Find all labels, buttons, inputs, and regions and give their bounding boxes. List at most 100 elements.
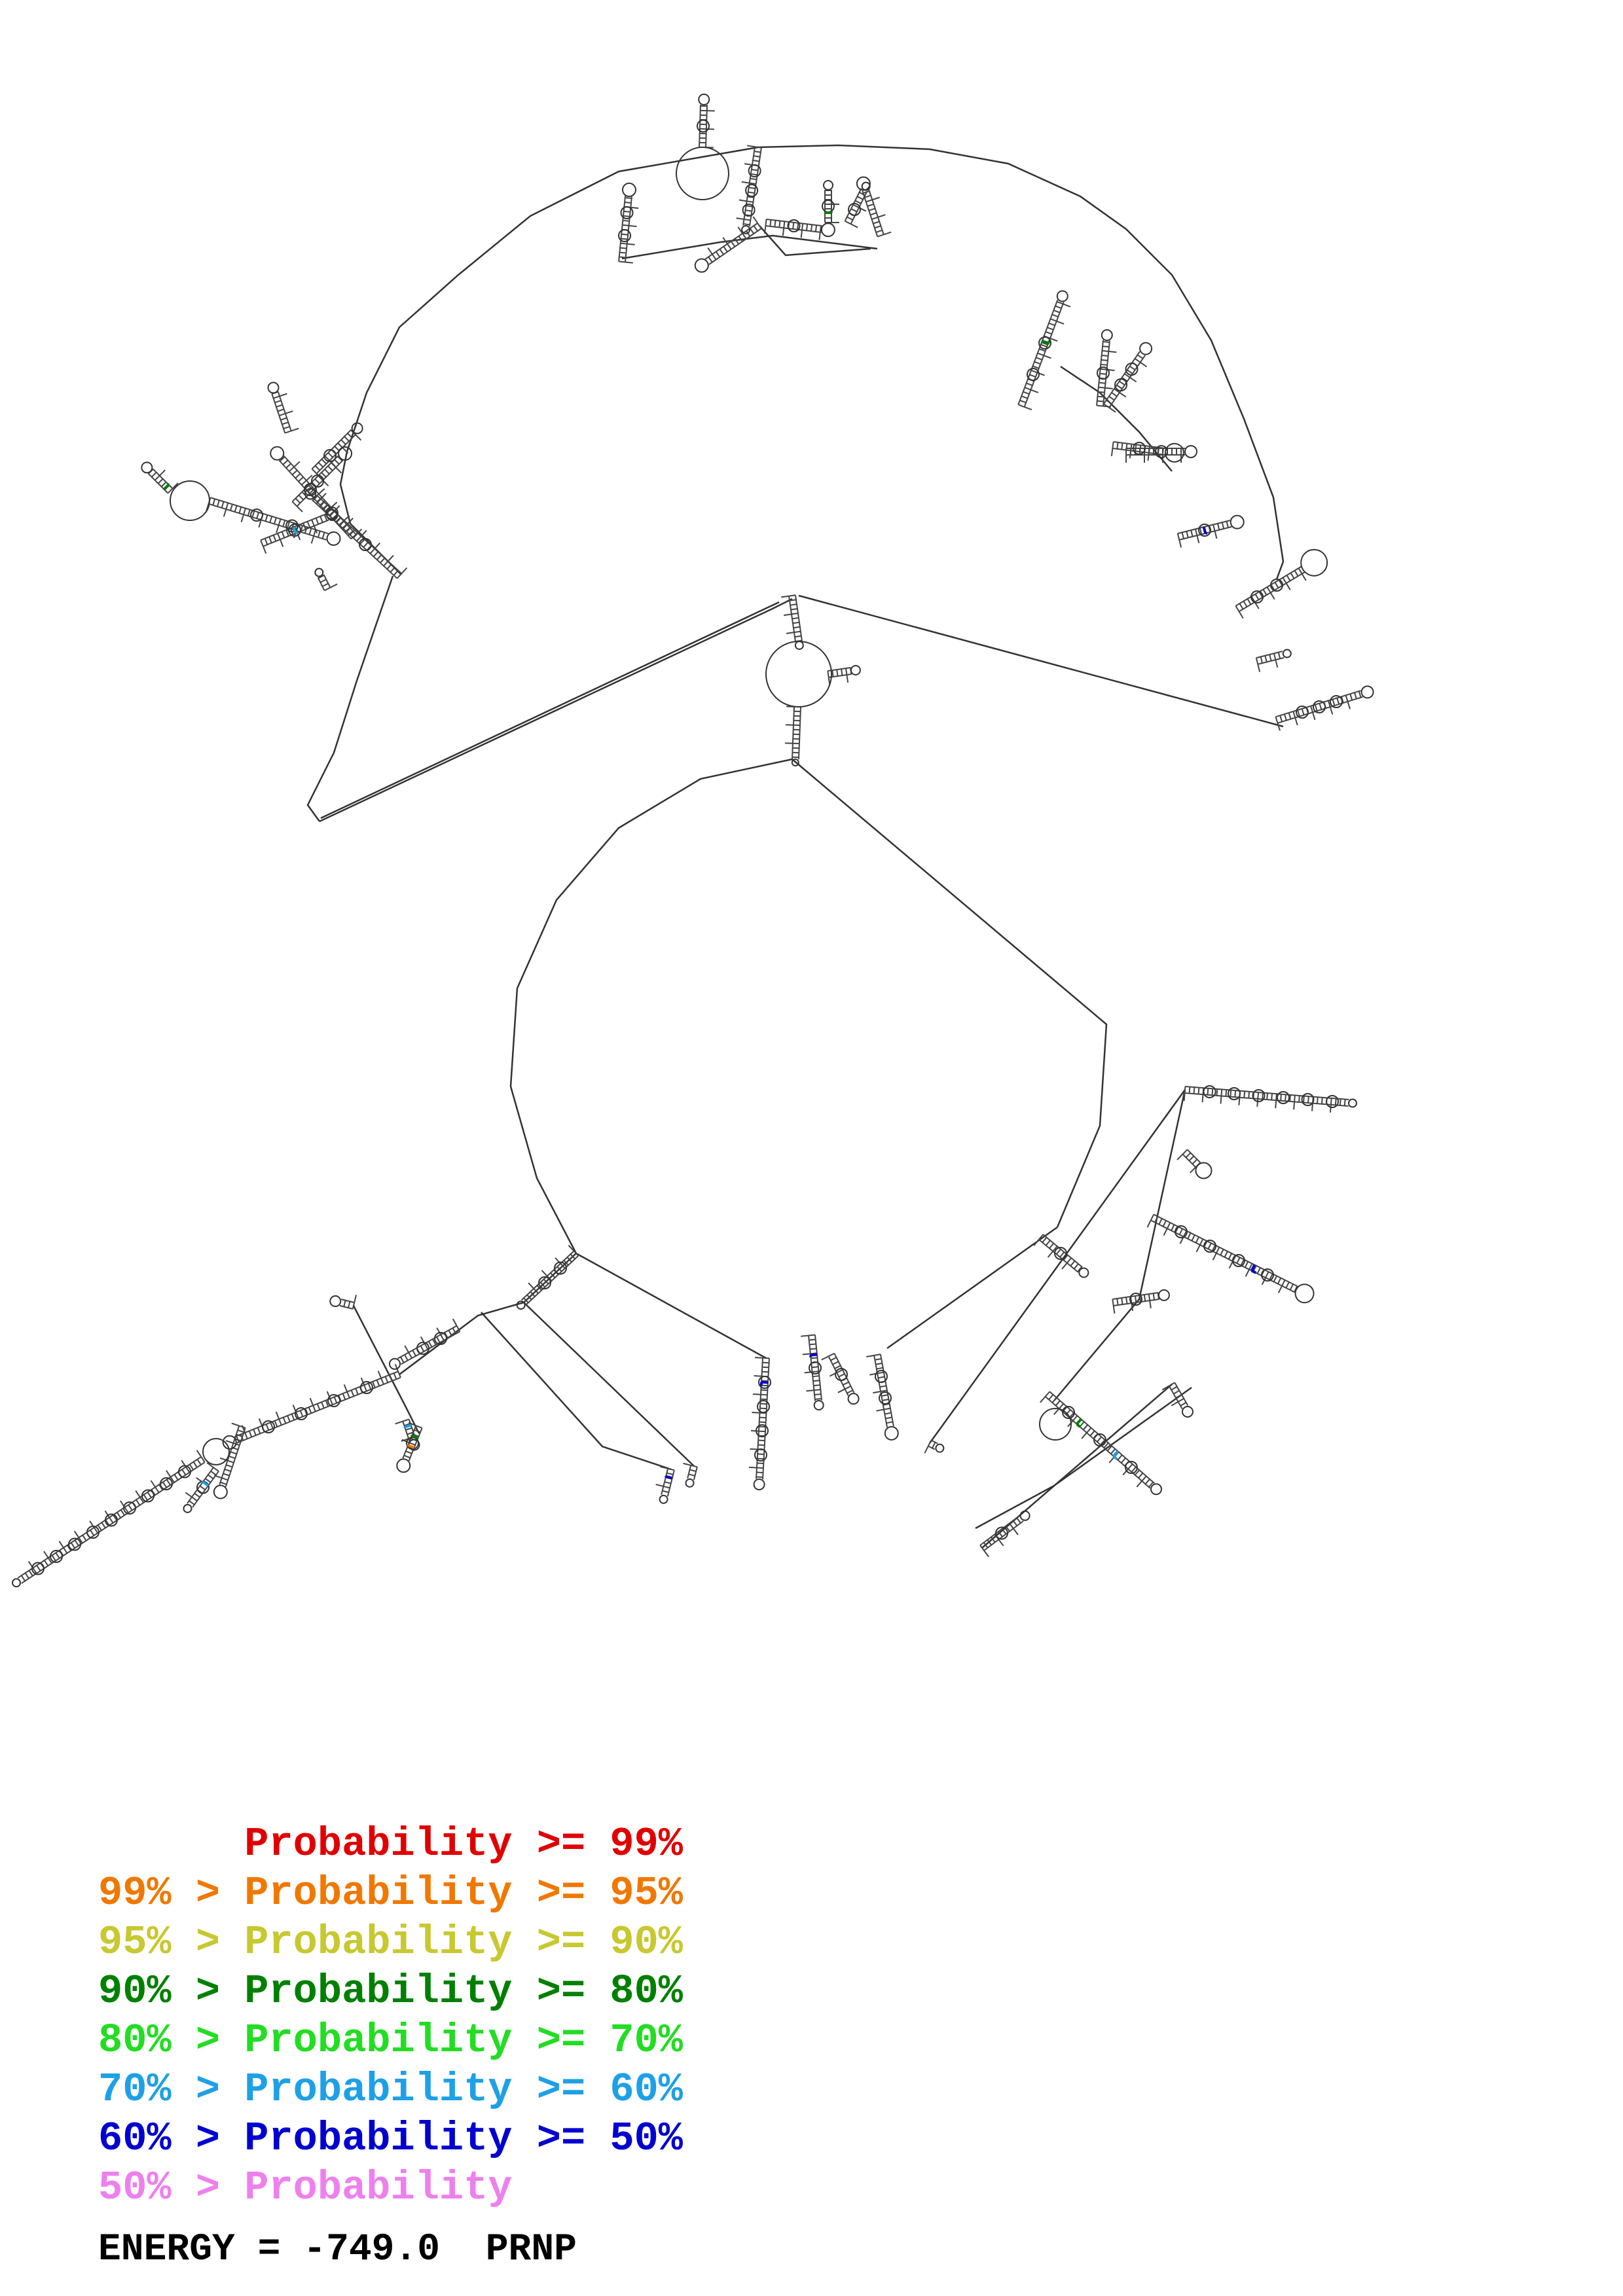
legend-row-1: Probability >= 99%	[98, 1820, 683, 1869]
base-pair	[403, 1454, 410, 1459]
base-pair	[749, 182, 756, 185]
interior-loop	[196, 1480, 210, 1494]
base-pair	[344, 527, 350, 533]
base-pair	[1120, 1457, 1126, 1463]
base-tick	[866, 1354, 875, 1358]
base-pair	[753, 225, 758, 232]
base-pair	[1186, 531, 1189, 538]
base-pair	[688, 1473, 695, 1477]
base-pair	[1262, 588, 1267, 596]
base-pair	[243, 508, 246, 515]
base-tick	[1277, 1285, 1283, 1293]
base-pair	[1032, 365, 1040, 369]
hairpin-loop	[1195, 1162, 1213, 1179]
base-pair	[200, 1456, 206, 1463]
base-pair	[287, 1415, 291, 1422]
base-tick	[343, 515, 350, 522]
central-loop	[765, 641, 832, 708]
colored-pair	[292, 526, 297, 534]
base-pair	[344, 436, 350, 442]
base-pair	[298, 494, 304, 501]
base-pair	[1148, 1293, 1151, 1301]
base-pair	[533, 1288, 539, 1294]
hairpin-loop	[659, 1494, 668, 1504]
base-tick	[1311, 1103, 1313, 1111]
base-pair	[1281, 1280, 1286, 1287]
base-tick	[983, 1550, 989, 1558]
base-tick	[1161, 1385, 1170, 1391]
base-tick	[1285, 583, 1291, 590]
stem-strand	[234, 1371, 399, 1438]
base-pair	[1101, 359, 1108, 361]
base-pair	[1243, 1091, 1246, 1098]
base-pair	[380, 557, 386, 564]
hairpin-loop	[935, 1443, 945, 1453]
left-big-loop	[170, 480, 210, 521]
base-pair	[282, 459, 289, 465]
interior-loop	[756, 1424, 769, 1437]
base-pair	[1049, 1242, 1055, 1249]
base-pair	[276, 404, 283, 408]
base-tick	[722, 237, 728, 245]
base-pair	[1038, 348, 1046, 352]
base-tick	[225, 1440, 234, 1444]
base-tick	[1214, 531, 1218, 539]
base-pair	[280, 417, 287, 421]
colored-pair	[1202, 526, 1207, 534]
base-pair	[1358, 691, 1362, 698]
base-pair	[1277, 1278, 1282, 1284]
base-pair	[367, 1383, 372, 1390]
colored-strand	[1046, 340, 1051, 345]
interior-loop	[554, 1261, 567, 1275]
stem-strand	[402, 1421, 410, 1441]
base-pair	[154, 475, 160, 481]
base-pair	[1310, 706, 1313, 713]
base-pair	[1269, 1273, 1273, 1280]
base-tick	[837, 1388, 846, 1393]
base-pair	[189, 1463, 194, 1471]
base-pair	[321, 458, 327, 465]
base-pair	[1207, 1242, 1212, 1249]
base-pair	[854, 200, 862, 204]
colored-pair	[1041, 340, 1049, 346]
base-tick	[172, 482, 179, 490]
base-pair	[1116, 384, 1123, 389]
base-pair	[1240, 1259, 1245, 1266]
base-pair	[139, 1497, 145, 1503]
base-pair	[847, 1390, 854, 1394]
base-pair	[1110, 1448, 1116, 1455]
base-pair	[248, 1430, 253, 1438]
base-pair	[136, 1499, 141, 1506]
base-pair	[51, 1554, 56, 1562]
base-pair	[253, 1429, 257, 1436]
base-tick	[821, 1355, 829, 1361]
base-pair	[105, 1519, 110, 1526]
base-pair	[324, 469, 330, 475]
base-pair	[334, 459, 340, 465]
legend-row-5: 80% > Probability >= 70%	[98, 2016, 683, 2065]
base-tick	[1212, 1253, 1217, 1261]
base-pair	[90, 1530, 95, 1536]
hairpin-loop	[813, 1399, 824, 1410]
base-pair	[1354, 692, 1357, 700]
base-pair	[221, 1477, 228, 1481]
base-pair	[663, 1485, 670, 1489]
base-pair	[256, 512, 260, 519]
interior-loop	[787, 219, 801, 232]
interior-loop	[1027, 368, 1040, 381]
base-tick	[1176, 1153, 1184, 1160]
base-tick	[1261, 1277, 1266, 1285]
base-pair	[1051, 1397, 1057, 1403]
backbone-lower-right-4	[975, 1386, 1192, 1530]
stem-strand	[1150, 1219, 1296, 1293]
colored-strand	[201, 1480, 204, 1484]
base-pair	[304, 488, 311, 494]
base-pair	[343, 1300, 346, 1307]
base-tick	[737, 226, 743, 234]
base-pair	[791, 613, 799, 615]
base-pair	[319, 579, 327, 583]
base-pair	[723, 246, 728, 253]
base-pair	[1117, 1454, 1123, 1461]
base-pair	[1059, 1403, 1065, 1409]
base-tick	[800, 1335, 809, 1337]
